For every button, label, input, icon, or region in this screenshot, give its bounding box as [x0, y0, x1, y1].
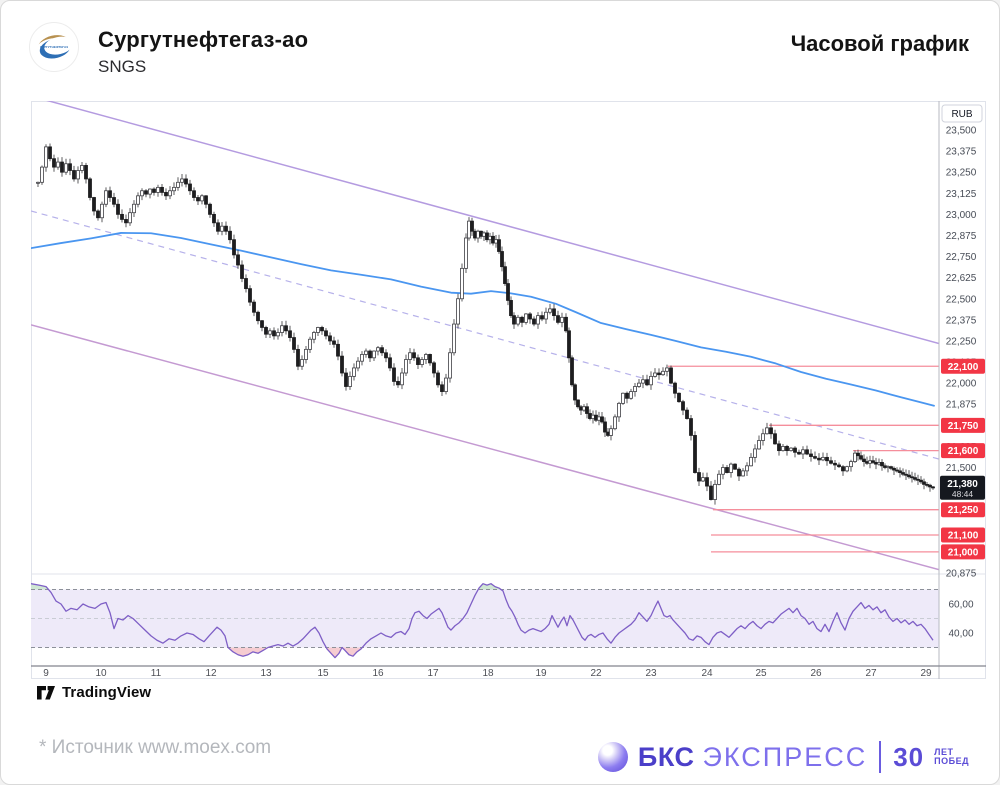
price-tick-label: 22,875 — [946, 231, 977, 242]
bks-brand-light: ЭКСПРЕСС — [702, 741, 868, 772]
time-tick-label: 18 — [482, 668, 494, 679]
time-tick-label: 11 — [151, 668, 162, 679]
price-tick-label: 22,375 — [946, 315, 977, 326]
price-pane — [31, 101, 939, 571]
price-tick-label: 22,250 — [946, 336, 977, 347]
rsi-line — [31, 583, 934, 659]
time-tick-label: 25 — [755, 668, 767, 679]
level-price-label: 21,100 — [941, 527, 985, 543]
svg-text:21,250: 21,250 — [948, 505, 979, 516]
level-price-label: 21,600 — [941, 443, 985, 459]
time-axis: 9 10 11 12 13 15 16 17 18 19 22 23 24 25 26 27 29 — [43, 668, 932, 679]
bks-anniversary-text: ЛЕТ ПОБЕД — [934, 746, 969, 766]
currency-label: RUB — [951, 109, 972, 120]
candles — [36, 143, 935, 505]
price-axis: 23,500 23,375 23,250 23,125 23,000 22,875 22,7… — [940, 104, 985, 579]
company-logo: СУРГУТНЕФТЕГАЗ — [29, 22, 79, 72]
price-tick-label: 23,250 — [946, 168, 977, 179]
price-tick-label: 23,125 — [946, 189, 977, 200]
level-price-label: 22,100 — [941, 358, 985, 374]
tradingview-label: TradingView — [62, 684, 152, 701]
level-price-label: 21,750 — [941, 417, 985, 433]
level-price-label: 21,250 — [941, 502, 985, 518]
time-tick-label: 22 — [590, 668, 602, 679]
time-tick-label: 15 — [317, 668, 329, 679]
price-tick-label: 22,625 — [946, 273, 977, 284]
svg-text:21,100: 21,100 — [948, 531, 979, 542]
currency-badge: RUB — [941, 104, 983, 123]
time-tick-label: 26 — [810, 668, 822, 679]
instrument-ticker: SNGS — [98, 57, 147, 76]
surgutneftegas-logo-icon: СУРГУТНЕФТЕГАЗ — [35, 35, 73, 59]
channel-upper-line — [46, 101, 939, 345]
price-tick-label: 20,875 — [946, 568, 977, 579]
channel-lower-line — [31, 324, 939, 571]
ma-line — [31, 232, 935, 407]
price-tick-label: 22,750 — [946, 252, 977, 263]
price-tick-label: 23,375 — [946, 147, 977, 158]
time-tick-label: 24 — [701, 668, 713, 679]
channel-midline — [31, 210, 939, 460]
svg-text:21,600: 21,600 — [948, 446, 979, 457]
bks-brand-bold: БКС — [637, 741, 695, 772]
timeframe-title: Часовой график — [790, 31, 969, 56]
rsi-axis-label: 40,00 — [948, 629, 973, 640]
time-tick-label: 29 — [920, 668, 932, 679]
price-tick-label: 22,000 — [946, 379, 977, 390]
time-tick-label: 10 — [95, 668, 107, 679]
price-tick-label: 23,000 — [946, 210, 977, 221]
rsi-pane: 60,00 40,00 — [31, 583, 974, 659]
rsi-axis-label: 60,00 — [948, 600, 973, 611]
svg-text:СУРГУТНЕФТЕГАЗ: СУРГУТНЕФТЕГАЗ — [40, 45, 68, 49]
rsi-overbought-fill — [31, 583, 933, 590]
bks-divider — [879, 741, 882, 773]
svg-text:21,000: 21,000 — [948, 547, 979, 558]
bks-anniversary-number: 30 — [893, 741, 925, 772]
price-tick-label: 22,500 — [946, 294, 977, 305]
time-tick-label: 9 — [43, 668, 49, 679]
time-tick-label: 17 — [427, 668, 439, 679]
current-price-value: 21,380 — [947, 479, 978, 490]
instrument-title: Сургутнефтегаз-ао — [98, 27, 309, 52]
rsi-oversold-fill — [31, 647, 933, 658]
support-resistance-levels — [668, 365, 939, 553]
bar-countdown: 48:44 — [952, 489, 974, 499]
svg-text:22,100: 22,100 — [948, 362, 979, 373]
time-tick-label: 16 — [372, 668, 384, 679]
price-tick-label: 21,500 — [946, 463, 977, 474]
source-note: * Источник www.moex.com — [39, 737, 272, 758]
svg-text:21,750: 21,750 — [948, 421, 979, 432]
bks-express-logo: БКС ЭКСПРЕСС 30 ЛЕТ ПОБЕД — [597, 738, 969, 776]
level-price-label: 21,000 — [941, 544, 985, 560]
tradingview-attribution[interactable]: TradingView — [37, 684, 151, 701]
time-tick-label: 27 — [865, 668, 877, 679]
time-tick-label: 23 — [645, 668, 657, 679]
tradingview-logo-icon — [37, 685, 55, 699]
price-tick-label: 23,500 — [946, 126, 977, 137]
time-tick-label: 12 — [205, 668, 217, 679]
chart-frame — [31, 101, 986, 679]
bks-sphere-icon — [597, 742, 628, 772]
time-tick-label: 13 — [260, 668, 272, 679]
price-tick-label: 21,875 — [946, 400, 977, 411]
time-tick-label: 19 — [535, 668, 547, 679]
price-chart[interactable]: 60,00 40,00 23,500 23,375 23,250 23,125 23,000… — [31, 101, 986, 679]
